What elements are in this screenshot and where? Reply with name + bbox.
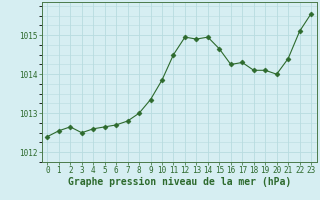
X-axis label: Graphe pression niveau de la mer (hPa): Graphe pression niveau de la mer (hPa) (68, 177, 291, 187)
